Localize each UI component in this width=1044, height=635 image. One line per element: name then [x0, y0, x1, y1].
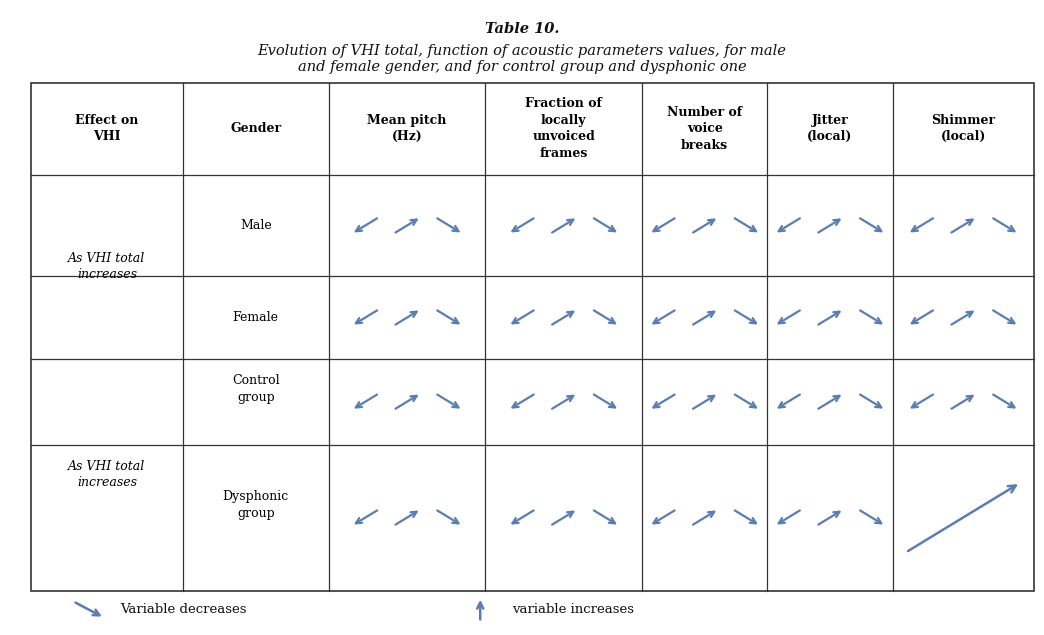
Text: Effect on
VHI: Effect on VHI	[75, 114, 139, 144]
Bar	[31, 83, 1034, 591]
Text: As VHI total
increases: As VHI total increases	[69, 460, 145, 490]
Text: Dysphonic
group: Dysphonic group	[222, 490, 289, 519]
Text: Table 10.: Table 10.	[484, 22, 560, 36]
Text: Variable decreases: Variable decreases	[120, 603, 246, 616]
Text: Evolution of VHI total, function of acoustic parameters values, for male: Evolution of VHI total, function of acou…	[258, 44, 786, 58]
Text: As VHI total
increases: As VHI total increases	[69, 252, 145, 281]
Text: and female gender, and for control group and dysphonic one: and female gender, and for control group…	[298, 60, 746, 74]
Text: Gender: Gender	[231, 122, 281, 135]
Text: Male: Male	[240, 219, 271, 232]
Text: Number of
voice
breaks: Number of voice breaks	[667, 105, 742, 152]
Text: Control
group: Control group	[232, 374, 280, 404]
Text: Shimmer
(local): Shimmer (local)	[931, 114, 995, 144]
Text: variable increases: variable increases	[512, 603, 634, 616]
Text: Female: Female	[233, 311, 279, 324]
Text: Jitter
(local): Jitter (local)	[807, 114, 853, 144]
Text: Mean pitch
(Hz): Mean pitch (Hz)	[367, 114, 447, 144]
Text: Fraction of
locally
unvoiced
frames: Fraction of locally unvoiced frames	[525, 97, 602, 160]
